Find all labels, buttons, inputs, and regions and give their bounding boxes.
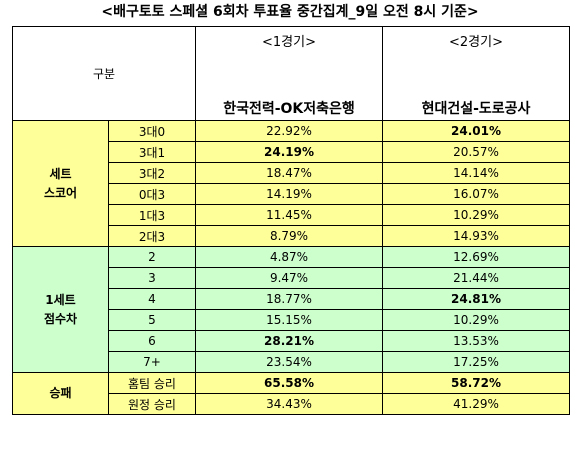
row-label: 3 xyxy=(108,267,196,289)
game1-value: 9.47% xyxy=(195,267,383,289)
table-row: 원정 승리 34.43% 41.29% xyxy=(13,393,570,415)
game2-value: 10.29% xyxy=(382,204,570,226)
row-label: 2 xyxy=(108,246,196,268)
game1-value: 28.21% xyxy=(195,330,383,352)
game2-match: 현대건설-도로공사 xyxy=(421,101,531,117)
table-row: 승패 홈팀 승리 65.58% 58.72% xyxy=(12,372,570,415)
table-row: 1대3 11.45% 10.29% xyxy=(13,204,570,226)
section-set-score: 세트 스코어 xyxy=(12,120,109,247)
game1-value: 14.19% xyxy=(195,183,383,205)
row-label: 5 xyxy=(108,309,196,331)
game1-value: 4.87% xyxy=(195,246,383,268)
game2-value: 41.29% xyxy=(382,393,570,415)
section-first-set-margin: 1세트 점수차 xyxy=(12,246,109,373)
table-row: 3 9.47% 21.44% xyxy=(13,267,570,289)
game1-value: 24.19% xyxy=(195,141,383,163)
game2-value: 24.81% xyxy=(382,288,570,310)
row-label: 홈팀 승리 xyxy=(108,372,196,394)
header-row: 구분 <1경기> 한국전력-OK저축은행 <2경기> 현대건설-도로공사 xyxy=(12,26,570,121)
table-row: 세트 스코어 3대0 22.92% 24.01% xyxy=(12,120,570,247)
gubun-header: 구분 xyxy=(12,26,196,121)
game2-value: 13.53% xyxy=(382,330,570,352)
game2-value: 24.01% xyxy=(382,120,570,142)
game1-value: 65.58% xyxy=(195,372,383,394)
table-row: 4 18.77% 24.81% xyxy=(13,288,570,310)
row-label: 0대3 xyxy=(108,183,196,205)
game2-value: 14.14% xyxy=(382,162,570,184)
game1-value: 8.79% xyxy=(195,225,383,247)
game1-header: <1경기> 한국전력-OK저축은행 xyxy=(195,26,383,121)
game1-value: 22.92% xyxy=(195,120,383,142)
row-label: 3대1 xyxy=(108,141,196,163)
row-label: 3대2 xyxy=(108,162,196,184)
game1-match: 한국전력-OK저축은행 xyxy=(223,101,355,117)
game2-value: 14.93% xyxy=(382,225,570,247)
section-win-loss: 승패 xyxy=(12,372,109,415)
game2-value: 58.72% xyxy=(382,372,570,394)
game2-value: 12.69% xyxy=(382,246,570,268)
row-label: 2대3 xyxy=(108,225,196,247)
game2-value: 21.44% xyxy=(382,267,570,289)
table-row: 7+ 23.54% 17.25% xyxy=(13,351,570,373)
game2-value: 16.07% xyxy=(382,183,570,205)
game2-label: <2경기> xyxy=(449,35,503,50)
row-label: 원정 승리 xyxy=(108,393,196,415)
page-title: <배구토토 스페셜 6회차 투표율 중간집계_9일 오전 8시 기준> xyxy=(101,4,479,20)
game1-value: 18.47% xyxy=(195,162,383,184)
game1-value: 23.54% xyxy=(195,351,383,373)
game1-value: 11.45% xyxy=(195,204,383,226)
game1-label: <1경기> xyxy=(262,35,316,50)
game1-value: 34.43% xyxy=(195,393,383,415)
table-row: 3대2 18.47% 14.14% xyxy=(13,162,570,184)
game1-value: 18.77% xyxy=(195,288,383,310)
row-label: 7+ xyxy=(108,351,196,373)
game2-value: 20.57% xyxy=(382,141,570,163)
row-label: 4 xyxy=(108,288,196,310)
table-row: 6 28.21% 13.53% xyxy=(13,330,570,352)
table-row: 2대3 8.79% 14.93% xyxy=(13,225,570,247)
game2-header: <2경기> 현대건설-도로공사 xyxy=(382,26,570,121)
vote-rate-table: 구분 <1경기> 한국전력-OK저축은행 <2경기> 현대건설-도로공사 세트 스… xyxy=(12,26,570,415)
game2-value: 10.29% xyxy=(382,309,570,331)
row-label: 6 xyxy=(108,330,196,352)
row-label: 3대0 xyxy=(108,120,196,142)
game2-value: 17.25% xyxy=(382,351,570,373)
row-label: 1대3 xyxy=(108,204,196,226)
table-row: 1세트 점수차 2 4.87% 12.69% xyxy=(12,246,570,373)
game1-value: 15.15% xyxy=(195,309,383,331)
table-row: 3대1 24.19% 20.57% xyxy=(13,141,570,163)
